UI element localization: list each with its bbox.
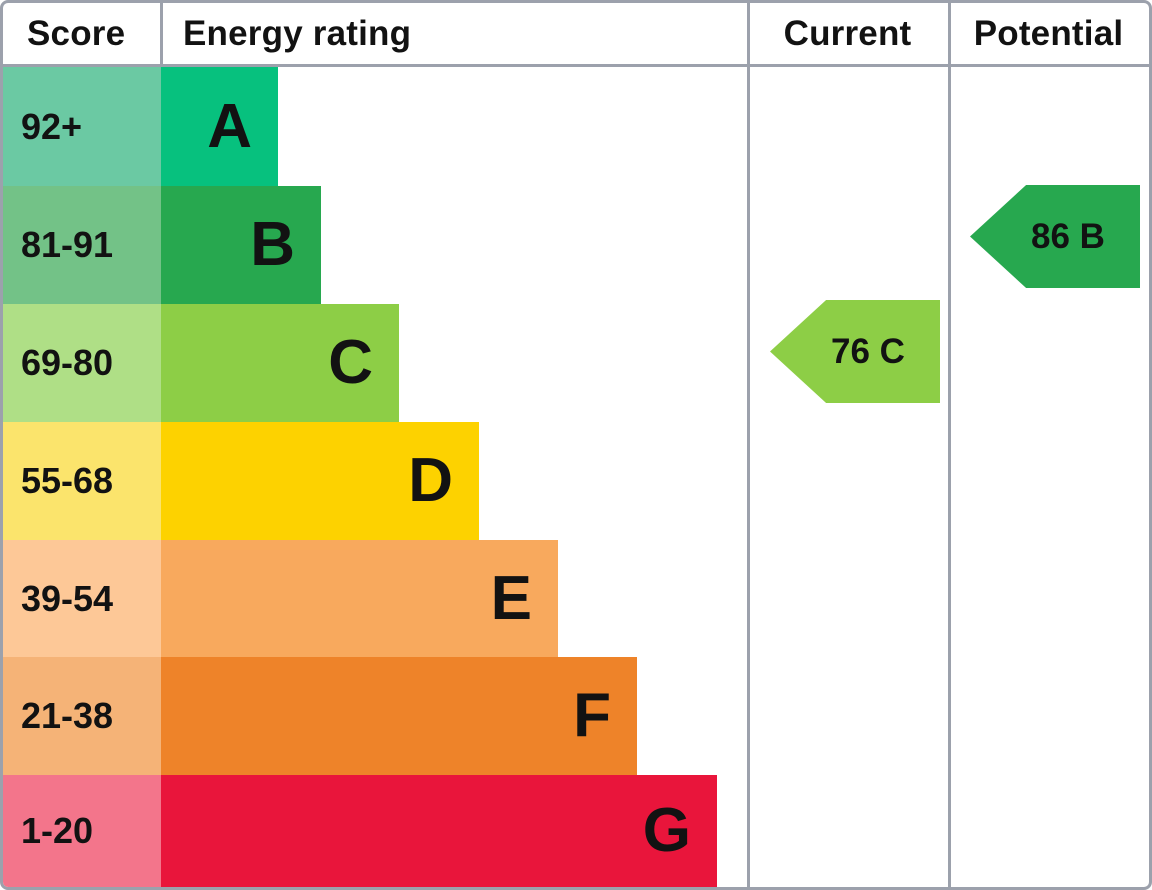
rating-bands: 92+ A 81-91 B 69-80 C 55-68 D 39-54 <box>3 67 1149 887</box>
current-column-divider <box>747 3 750 887</box>
band-row-f: 21-38 F <box>3 657 1149 775</box>
potential-rating-label: 86 B <box>1031 216 1105 256</box>
potential-rating-marker-arrow: 86 B <box>970 185 1140 288</box>
band-score-range-f: 21-38 <box>3 657 161 775</box>
band-letter-b: B <box>250 210 295 279</box>
band-letter-f: F <box>573 681 611 750</box>
band-bar-a: A <box>161 67 278 186</box>
band-row-c: 69-80 C <box>3 304 1149 422</box>
band-score-range-c: 69-80 <box>3 304 161 422</box>
column-header-score: Score <box>27 13 126 53</box>
band-letter-e: E <box>490 563 532 633</box>
header-divider-line <box>3 64 1149 67</box>
band-bar-f: F <box>161 657 637 775</box>
band-score-range-e: 39-54 <box>3 540 161 657</box>
current-rating-label: 76 C <box>831 331 905 371</box>
band-bar-g: G <box>161 775 717 887</box>
band-row-g: 1-20 G <box>3 775 1149 887</box>
band-letter-d: D <box>408 446 453 515</box>
band-bar-d: D <box>161 422 479 540</box>
band-score-range-g: 1-20 <box>3 775 161 887</box>
table-header: Score Energy rating Current Potential <box>3 3 1149 64</box>
band-bar-e: E <box>161 540 558 657</box>
band-score-range-d: 55-68 <box>3 422 161 540</box>
band-row-e: 39-54 E <box>3 540 1149 657</box>
band-row-a: 92+ A <box>3 67 1149 186</box>
column-header-current: Current <box>783 13 912 53</box>
column-header-potential: Potential <box>973 13 1124 53</box>
band-row-b: 81-91 B <box>3 186 1149 304</box>
band-score-range-a: 92+ <box>3 67 161 186</box>
band-letter-a: A <box>207 91 252 161</box>
band-letter-g: G <box>642 796 691 865</box>
band-row-d: 55-68 D <box>3 422 1149 540</box>
band-bar-b: B <box>161 186 321 304</box>
potential-column-divider <box>948 3 951 887</box>
band-score-range-b: 81-91 <box>3 186 161 304</box>
column-header-energy-rating: Energy rating <box>183 13 412 53</box>
band-bar-c: C <box>161 304 399 422</box>
band-letter-c: C <box>328 328 373 397</box>
